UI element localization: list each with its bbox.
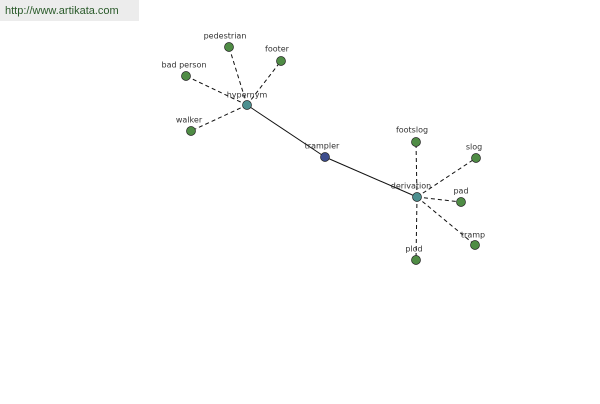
node[interactable] [411,255,421,265]
node-label: pedestrian [204,32,247,41]
dashed-edge [190,104,248,132]
dashed-edge [415,141,418,198]
dashed-edge [415,196,418,261]
node-label: trampler [305,142,340,151]
dashed-edge [228,46,248,106]
dashed-edge [246,60,282,106]
node[interactable] [320,152,330,162]
node-label: footslog [396,126,428,135]
node-label: tramp [461,231,485,240]
node[interactable] [456,197,466,207]
url-box [0,0,139,21]
dashed-edge [416,196,476,246]
node-label: hypernym [227,91,268,100]
dashed-edge [416,157,477,198]
node[interactable] [276,56,286,66]
node[interactable] [186,126,196,136]
edge [246,104,326,158]
dashed-edge [416,196,462,203]
node-label: walker [176,116,203,125]
node[interactable] [470,240,480,250]
node-label: slog [466,143,482,152]
url[interactable]: http://www.artikata.com [5,5,119,17]
edge [324,156,418,198]
dashed-edge [185,75,248,106]
node[interactable] [242,100,252,110]
node[interactable] [181,71,191,81]
node-label: plod [405,245,422,254]
nodes: trampler hypernym derivation pedestrian foot… [161,32,485,265]
node[interactable] [471,153,481,163]
node-label: derivation [391,182,431,191]
node[interactable] [412,192,422,202]
node-label: bad person [161,61,206,70]
node[interactable] [411,137,421,147]
node[interactable] [224,42,234,52]
node-label: pad [453,187,468,196]
node-label: footer [265,45,290,54]
edges [185,46,477,261]
